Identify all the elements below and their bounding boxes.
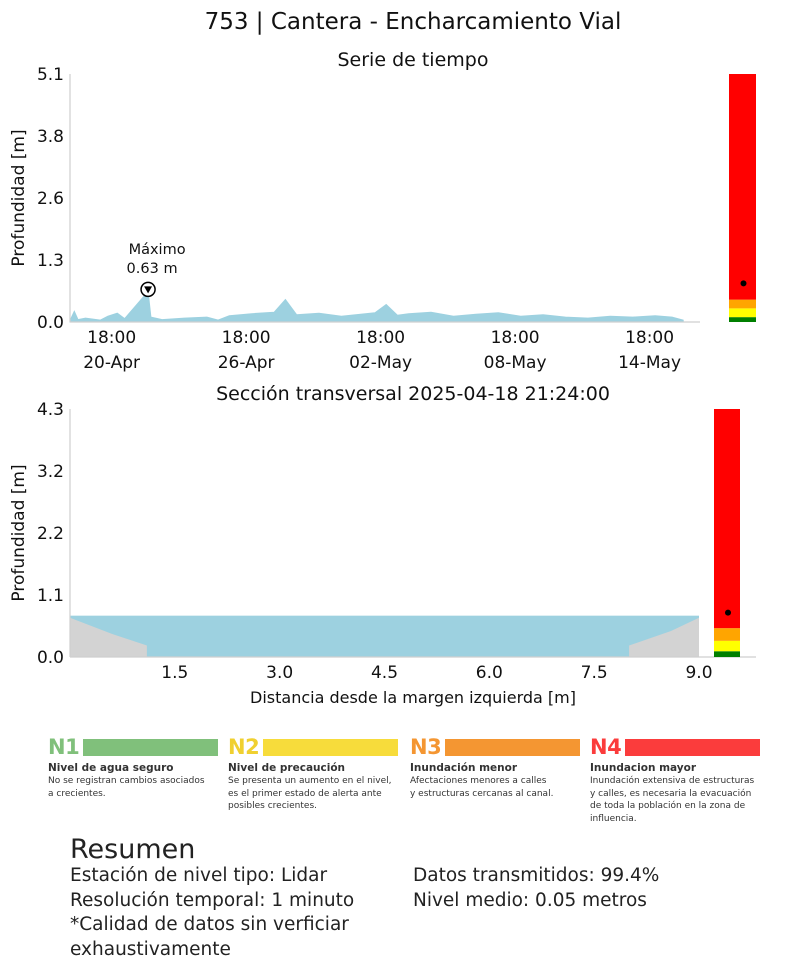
- legend-level-bar: [263, 738, 398, 756]
- summary-title: Resumen: [70, 834, 196, 865]
- summary-line: Estación de nivel tipo: Lidar: [70, 865, 328, 886]
- summary-section: Resumen Estación de nivel tipo: Lidar Re…: [70, 834, 790, 960]
- summary-line: Resolución temporal: 1 minuto: [70, 889, 355, 911]
- legend-level-code: N1: [48, 735, 80, 759]
- x-tick-label: 3.0: [266, 663, 293, 683]
- current-level-marker: [725, 609, 731, 616]
- legend-level-n2: N2 Nivel de precaución Se presenta un au…: [228, 735, 398, 813]
- summary-line: Nivel medio: 0.05 metros: [413, 889, 647, 911]
- x-tick-label: 9.0: [685, 663, 712, 683]
- legend-level-bar: [445, 738, 580, 756]
- y-axis-label: Profundidad [m]: [9, 129, 29, 266]
- ground-right-bank: [629, 617, 699, 657]
- y-tick-label: 1.1: [37, 586, 64, 606]
- y-tick-label: 3.2: [37, 462, 64, 482]
- x-tick-date-label: 14-May: [618, 353, 681, 373]
- desc-line: Se presenta un aumento en el nivel,: [228, 776, 392, 786]
- legend-level-description: Se presenta un aumento en el nivel, es e…: [228, 775, 398, 813]
- depth-series-area: [69, 290, 684, 323]
- x-tick-time-label: 18:00: [491, 328, 540, 348]
- threshold-band-n1: [714, 651, 740, 657]
- x-tick-time-label: 18:00: [222, 328, 271, 348]
- summary-line: *Calidad de datos sin verficiar: [70, 914, 349, 935]
- legend-level-title: Nivel de agua seguro: [48, 762, 174, 774]
- y-tick-label: 3.8: [37, 127, 64, 147]
- summary-line: exhaustivamente: [70, 938, 231, 960]
- desc-line: No se registran cambios asociados: [48, 776, 205, 786]
- summary-right-column: Datos transmitidos: 99.4% Nivel medio: 0…: [413, 864, 659, 913]
- y-axis-label: Profundidad [m]: [9, 464, 29, 601]
- y-tick-label: 5.1: [37, 65, 64, 85]
- max-annotation-value: 0.63 m: [127, 261, 178, 277]
- ground-left-bank: [70, 617, 147, 657]
- max-marker-icon: [144, 286, 153, 294]
- legend-level-description: Inundación extensiva de estructuras y ca…: [590, 775, 760, 825]
- cross-section-chart: Sección transversal 2025-04-18 21:24:00 0…: [9, 383, 756, 707]
- water-area: [70, 615, 699, 657]
- desc-line: influencia.: [590, 813, 637, 824]
- threshold-band-n2: [729, 308, 756, 318]
- current-level-marker: [740, 280, 747, 287]
- x-tick-time-label: 18:00: [87, 328, 136, 348]
- y-tick-label: 2.2: [37, 524, 64, 544]
- desc-line: Afectaciones menores a calles: [410, 776, 547, 786]
- desc-line: de toda la población en la zona de: [590, 801, 746, 811]
- legend-level-title: Nivel de precaución: [228, 762, 346, 774]
- desc-line: es el primer estado de alerta ante: [228, 788, 382, 799]
- x-tick-date-label: 08-May: [484, 353, 547, 373]
- summary-left-column: Estación de nivel tipo: Lidar Resolución…: [70, 864, 354, 962]
- desc-line: y estructuras cercanas al canal.: [410, 788, 554, 799]
- x-tick-date-label: 20-Apr: [83, 353, 140, 373]
- desc-line: y calles, es necesaria la evacuación: [590, 788, 752, 799]
- threshold-band-n4: [714, 409, 740, 629]
- desc-line: Inundación extensiva de estructuras: [590, 776, 755, 786]
- legend-level-bar: [625, 738, 760, 756]
- threshold-band-n1: [729, 317, 756, 322]
- chart-title: Serie de tiempo: [338, 49, 489, 71]
- page-title: 753 | Cantera - Encharcamiento Vial: [205, 9, 622, 35]
- x-axis-label: Distancia desde la margen izquierda [m]: [250, 688, 576, 707]
- x-tick-date-label: 26-Apr: [218, 353, 275, 373]
- summary-line: Datos transmitidos: 99.4%: [413, 865, 660, 886]
- legend-level-title: Inundación menor: [410, 762, 518, 774]
- x-tick-label: 6.0: [476, 663, 503, 683]
- legend-level-code: N3: [410, 735, 442, 759]
- desc-line: a crecientes.: [48, 788, 106, 799]
- y-tick-label: 0.0: [37, 313, 64, 333]
- x-tick-label: 4.5: [371, 663, 398, 683]
- threshold-band-n3: [714, 628, 740, 641]
- x-tick-date-label: 02-May: [349, 353, 412, 373]
- chart-title: Sección transversal 2025-04-18 21:24:00: [216, 383, 610, 405]
- threshold-band-n4: [729, 74, 756, 300]
- alert-level-legend: N1 Nivel de agua seguro No se registran …: [48, 735, 760, 835]
- y-tick-label: 2.6: [37, 189, 64, 209]
- legend-level-description: Afectaciones menores a calles y estructu…: [410, 775, 580, 800]
- legend-level-code: N2: [228, 735, 260, 759]
- y-tick-label: 0.0: [37, 648, 64, 668]
- desc-line: posibles crecientes.: [228, 801, 318, 811]
- legend-level-n1: N1 Nivel de agua seguro No se registran …: [48, 735, 218, 800]
- legend-level-description: No se registran cambios asociados a crec…: [48, 775, 218, 800]
- legend-level-code: N4: [590, 735, 622, 759]
- legend-level-bar: [83, 738, 218, 756]
- x-tick-label: 7.5: [581, 663, 608, 683]
- threshold-band-n3: [729, 299, 756, 309]
- y-tick-label: 1.3: [37, 251, 64, 271]
- x-tick-label: 1.5: [161, 663, 188, 683]
- time-series-chart: Serie de tiempo 0.0 1.3 2.6 3.8 5.1 Profundida…: [9, 49, 756, 373]
- legend-level-title: Inundacion mayor: [590, 762, 697, 774]
- legend-level-n4: N4 Inundacion mayor Inundación extensiva…: [590, 735, 760, 825]
- x-tick-time-label: 18:00: [625, 328, 674, 348]
- y-tick-label: 4.3: [37, 400, 64, 420]
- x-tick-time-label: 18:00: [356, 328, 405, 348]
- legend-level-n3: N3 Inundación menor Afectaciones menores…: [410, 735, 580, 800]
- max-annotation-label: Máximo: [129, 242, 186, 258]
- threshold-band-n2: [714, 640, 740, 652]
